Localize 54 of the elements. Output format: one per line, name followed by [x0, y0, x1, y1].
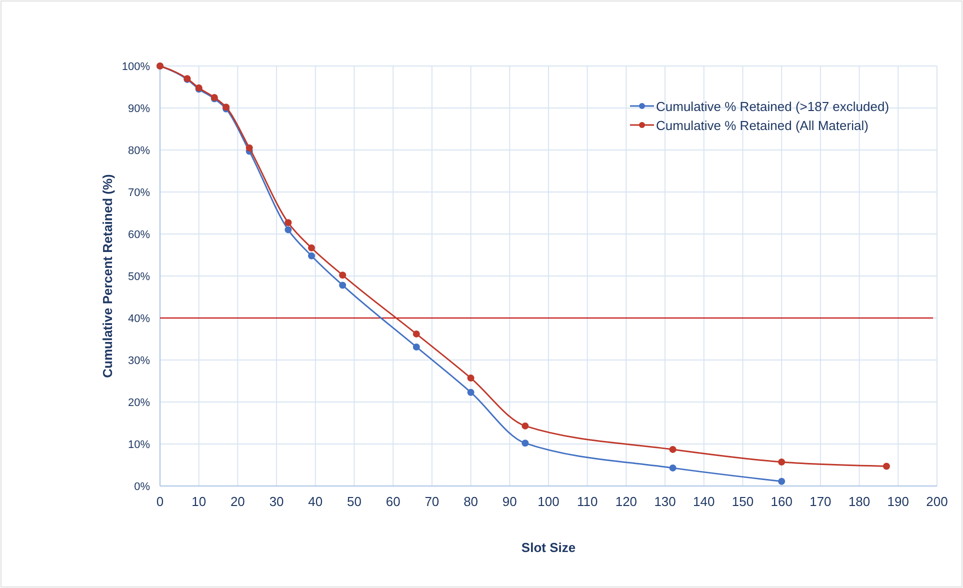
point — [778, 458, 786, 466]
y-tick-label: 50% — [128, 271, 150, 283]
point — [339, 272, 346, 279]
point — [522, 440, 529, 447]
x-tick-label: 170 — [810, 494, 832, 509]
x-tick-label: 10 — [192, 494, 206, 509]
x-tick-label: 200 — [926, 494, 948, 509]
x-tick-label: 20 — [230, 494, 245, 509]
x-tick-label: 50 — [347, 494, 362, 509]
x-tick-label: 150 — [732, 494, 754, 509]
legend-label: Cumulative % Retained (All Material) — [656, 118, 868, 133]
point — [284, 226, 292, 234]
legend-label: Cumulative % Retained (>187 excluded) — [656, 99, 890, 114]
x-tick-label: 90 — [502, 494, 517, 509]
y-axis-title: Cumulative Percent Retained (%) — [100, 174, 115, 378]
point — [308, 252, 316, 260]
x-tick-label: 110 — [576, 494, 598, 509]
x-tick-label: 30 — [269, 494, 284, 509]
x-tick-label: 160 — [770, 494, 792, 509]
point — [339, 282, 346, 289]
x-tick-label: 130 — [654, 494, 676, 509]
point — [412, 330, 420, 338]
x-tick-label: 0 — [156, 494, 164, 509]
x-tick-label: 70 — [424, 494, 440, 509]
point — [522, 422, 529, 430]
y-tick-label: 10% — [128, 439, 150, 451]
y-tick-label: 40% — [128, 313, 150, 325]
x-axis-title: Slot Size — [521, 540, 576, 555]
y-tick-label: 100% — [122, 61, 150, 73]
point — [778, 478, 786, 485]
point — [882, 462, 890, 470]
x-tick-label: 40 — [308, 494, 323, 509]
x-tick-label: 190 — [887, 494, 909, 509]
y-tick-label: 30% — [128, 355, 150, 367]
point — [412, 343, 420, 350]
x-tick-label: 120 — [615, 494, 638, 509]
point — [246, 144, 253, 152]
point — [467, 388, 474, 396]
y-tick-label: 70% — [128, 187, 150, 199]
point — [467, 374, 474, 382]
point — [669, 446, 676, 453]
point — [669, 464, 676, 472]
x-tick-label: 140 — [693, 494, 715, 509]
y-tick-label: 0% — [134, 481, 150, 493]
y-tick-label: 80% — [128, 145, 150, 157]
x-tick-label: 180 — [848, 494, 870, 509]
x-tick-label: 60 — [386, 494, 400, 509]
point — [284, 219, 292, 226]
y-tick-label: 60% — [128, 229, 150, 241]
x-tick-label: 80 — [464, 494, 478, 509]
y-tick-label: 20% — [128, 397, 150, 409]
x-tick-label: 100 — [538, 494, 560, 509]
point — [308, 244, 316, 252]
y-tick-label: 90% — [128, 103, 150, 115]
